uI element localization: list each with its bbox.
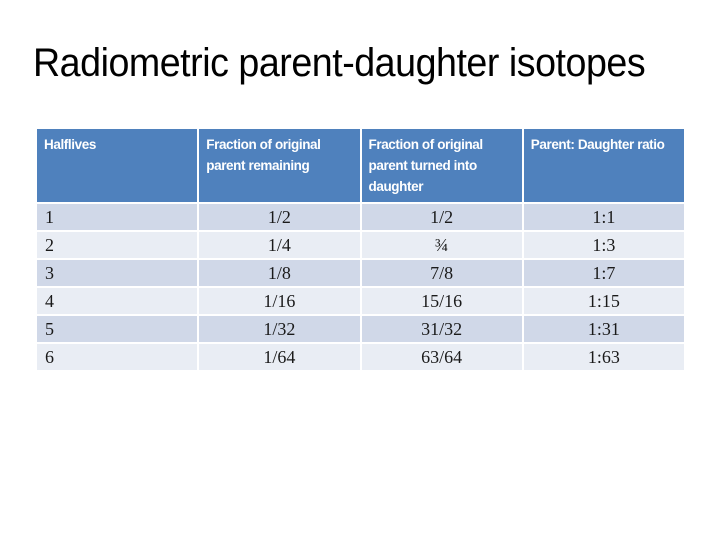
table-cell: 1:15 (521, 286, 687, 316)
table-cell: ¾ (359, 230, 524, 260)
table-cell: 7/8 (359, 258, 524, 288)
table-row: 1 1/2 1/2 1:1 (34, 202, 687, 232)
table-row: 6 1/64 63/64 1:63 (34, 342, 687, 372)
table-cell: 1/8 (197, 258, 362, 288)
table-cell: 1/32 (197, 314, 362, 344)
table-cell: 1/64 (197, 342, 362, 372)
table-row: Halflives Fraction of original parent rem… (34, 127, 687, 204)
table-cell: 1:31 (521, 314, 687, 344)
table-header-row: Halflives Fraction of original parent rem… (34, 127, 687, 204)
table-row: 3 1/8 7/8 1:7 (34, 258, 687, 288)
column-header: Fraction of original parent remaining (197, 127, 362, 204)
table-cell: 1/16 (197, 286, 362, 316)
table-row: 4 1/16 15/16 1:15 (34, 286, 687, 316)
table-body: 1 1/2 1/2 1:1 2 1/4 ¾ 1:3 3 1/8 7/8 1:7 4 1/16 15/16 1:… (34, 202, 687, 372)
table-cell: 4 (34, 286, 200, 316)
table-cell: 1/2 (197, 202, 362, 232)
table-cell: 31/32 (359, 314, 524, 344)
table-cell: 1/2 (359, 202, 524, 232)
table-cell: 3 (34, 258, 200, 288)
table-row: 2 1/4 ¾ 1:3 (34, 230, 687, 260)
table-cell: 1:7 (521, 258, 687, 288)
column-header: Fraction of original parent turned into … (359, 127, 524, 204)
column-header: Parent: Daughter ratio (521, 127, 687, 204)
table-cell: 5 (34, 314, 200, 344)
table-cell: 63/64 (359, 342, 524, 372)
table-cell: 1:1 (521, 202, 687, 232)
column-header: Halflives (34, 127, 200, 204)
table-row: 5 1/32 31/32 1:31 (34, 314, 687, 344)
table-cell: 1:63 (521, 342, 687, 372)
isotope-table: Halflives Fraction of original parent rem… (34, 127, 687, 372)
page-title: Radiometric parent-daughter isotopes (33, 41, 646, 85)
table-cell: 2 (34, 230, 200, 260)
table-cell: 1:3 (521, 230, 687, 260)
table-cell: 1/4 (197, 230, 362, 260)
table-cell: 6 (34, 342, 200, 372)
table-cell: 15/16 (359, 286, 524, 316)
table-cell: 1 (34, 202, 200, 232)
